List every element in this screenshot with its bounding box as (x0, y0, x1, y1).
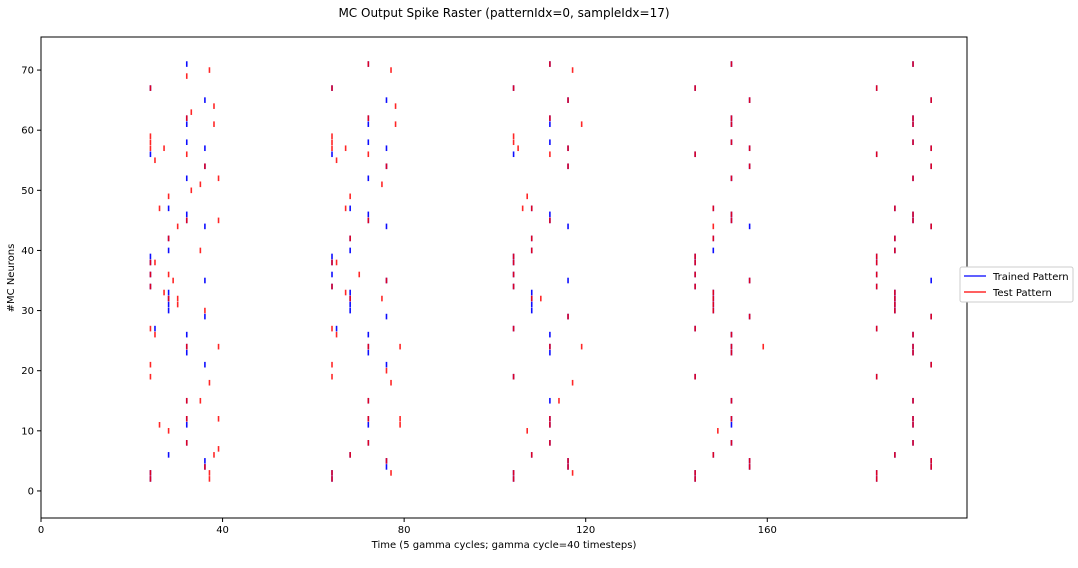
y-tick-label: 20 (21, 366, 34, 377)
plot-area (40, 36, 968, 519)
x-axis: 0 40 80 120 160 (38, 518, 777, 536)
x-tick-label: 120 (576, 525, 595, 536)
x-tick-label: 160 (758, 525, 777, 536)
chart-title: MC Output Spike Raster (patternIdx=0, sa… (338, 6, 669, 20)
y-axis-label: #MC Neurons (6, 244, 17, 313)
y-tick-label: 40 (21, 246, 34, 257)
y-axis: 0 10 20 30 40 50 60 70 (21, 66, 41, 497)
y-tick-label: 0 (28, 486, 34, 497)
series-test-pattern (149, 61, 932, 482)
series-layer (149, 61, 932, 482)
legend-box (959, 266, 1074, 303)
plot-background (41, 37, 967, 518)
y-tick-label: 70 (21, 66, 34, 77)
y-tick-label: 50 (21, 186, 34, 197)
x-tick-label: 80 (398, 525, 411, 536)
x-axis-label: Time (5 gamma cycles; gamma cycle=40 tim… (371, 540, 637, 551)
x-tick-label: 40 (216, 525, 229, 536)
legend: Trained Pattern Test Pattern (959, 266, 1074, 303)
legend-label-trained: Trained Pattern (992, 272, 1069, 283)
y-tick-label: 30 (21, 306, 34, 317)
y-tick-label: 10 (21, 426, 34, 437)
legend-label-test: Test Pattern (992, 288, 1052, 299)
x-tick-label: 0 (38, 525, 44, 536)
y-tick-label: 60 (21, 126, 34, 137)
